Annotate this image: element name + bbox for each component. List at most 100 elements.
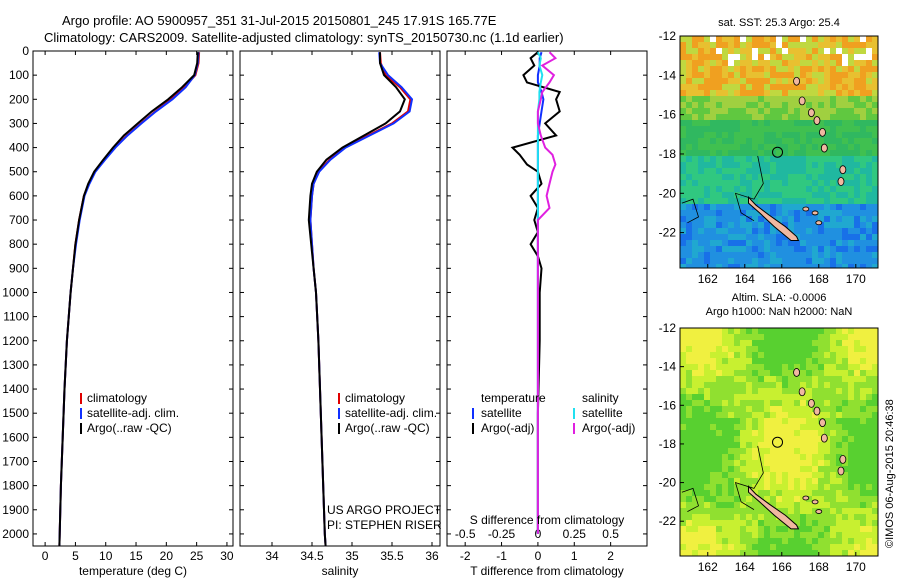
map-cell bbox=[758, 132, 764, 138]
map-cell bbox=[842, 514, 848, 520]
map-cell bbox=[836, 508, 842, 514]
map-cell bbox=[848, 78, 854, 84]
map-cell bbox=[716, 514, 722, 520]
map-cell bbox=[848, 132, 854, 138]
map-cell bbox=[872, 198, 878, 204]
map-cell bbox=[782, 382, 788, 388]
map-cell bbox=[734, 66, 740, 72]
map-cell bbox=[692, 84, 698, 90]
map-cell bbox=[818, 66, 824, 72]
map-cell bbox=[776, 252, 782, 258]
map-cell bbox=[818, 376, 824, 382]
map-cell bbox=[704, 36, 710, 42]
map-cell bbox=[722, 138, 728, 144]
map-cell bbox=[716, 192, 722, 198]
map-cell bbox=[758, 358, 764, 364]
map-cell bbox=[854, 430, 860, 436]
map-cell bbox=[770, 406, 776, 412]
map-cell bbox=[728, 550, 734, 556]
map-cell bbox=[794, 442, 800, 448]
map-cell bbox=[710, 508, 716, 514]
x-tick-label: 34 bbox=[265, 549, 279, 563]
map-cell bbox=[710, 376, 716, 382]
map-cell bbox=[692, 544, 698, 550]
map-cell bbox=[860, 490, 866, 496]
map-cell bbox=[722, 544, 728, 550]
map-cell bbox=[716, 60, 722, 66]
map-cell bbox=[770, 186, 776, 192]
map-cell bbox=[752, 114, 758, 120]
map-cell bbox=[698, 364, 704, 370]
map-cell bbox=[854, 538, 860, 544]
map-cell bbox=[830, 436, 836, 442]
map-cell bbox=[740, 96, 746, 102]
map-cell bbox=[680, 514, 686, 520]
map-cell bbox=[854, 240, 860, 246]
map-cell bbox=[698, 328, 704, 334]
map-cell bbox=[782, 508, 788, 514]
map-cell bbox=[770, 394, 776, 400]
map-cell bbox=[710, 120, 716, 126]
map-cell bbox=[830, 430, 836, 436]
map-cell bbox=[704, 412, 710, 418]
map-cell bbox=[692, 234, 698, 240]
map-cell bbox=[680, 192, 686, 198]
map-cell bbox=[716, 186, 722, 192]
map-cell bbox=[722, 204, 728, 210]
map-cell bbox=[716, 78, 722, 84]
map-cell bbox=[842, 328, 848, 334]
map-cell bbox=[698, 544, 704, 550]
map-cell bbox=[776, 358, 782, 364]
map-cell bbox=[722, 162, 728, 168]
map-cell bbox=[824, 508, 830, 514]
map-cell bbox=[770, 78, 776, 84]
map-cell bbox=[770, 502, 776, 508]
map-cell bbox=[710, 418, 716, 424]
map-cell bbox=[848, 496, 854, 502]
map-cell bbox=[692, 72, 698, 78]
map-cell bbox=[842, 144, 848, 150]
map-cell bbox=[866, 502, 872, 508]
map-cell bbox=[740, 340, 746, 346]
map-cell bbox=[866, 204, 872, 210]
map-cell bbox=[734, 240, 740, 246]
map-cell bbox=[698, 258, 704, 264]
map-cell bbox=[722, 520, 728, 526]
map-cell bbox=[698, 550, 704, 556]
map-cell bbox=[722, 246, 728, 252]
map-cell bbox=[806, 448, 812, 454]
map-cell bbox=[860, 412, 866, 418]
map-cell bbox=[848, 364, 854, 370]
map-cell bbox=[842, 36, 848, 42]
salinity-axis-label: salinity bbox=[322, 564, 359, 578]
map-cell bbox=[836, 364, 842, 370]
argo-position-marker bbox=[772, 436, 784, 448]
map-cell bbox=[716, 222, 722, 228]
map-cell bbox=[806, 132, 812, 138]
map-cell bbox=[758, 192, 764, 198]
map-cell bbox=[794, 174, 800, 180]
map-cell bbox=[716, 430, 722, 436]
map-cell bbox=[812, 328, 818, 334]
map-cell bbox=[800, 544, 806, 550]
map-cell bbox=[704, 364, 710, 370]
map-cell bbox=[872, 406, 878, 412]
map-cell bbox=[824, 544, 830, 550]
map-cell bbox=[872, 514, 878, 520]
map-cell bbox=[824, 258, 830, 264]
map-cell bbox=[794, 424, 800, 430]
map-cell bbox=[686, 442, 692, 448]
map-cell bbox=[794, 340, 800, 346]
map-cell bbox=[794, 388, 800, 394]
map-cell bbox=[782, 448, 788, 454]
map-cell bbox=[716, 204, 722, 210]
island-vanuatu bbox=[793, 76, 800, 86]
map-cell bbox=[830, 394, 836, 400]
x-tick-label: 35.5 bbox=[380, 549, 404, 563]
map-cell bbox=[752, 508, 758, 514]
map-cell bbox=[704, 538, 710, 544]
map-cell bbox=[686, 48, 692, 54]
map-cell bbox=[806, 216, 812, 222]
map-cell bbox=[842, 466, 848, 472]
map-cell bbox=[842, 222, 848, 228]
